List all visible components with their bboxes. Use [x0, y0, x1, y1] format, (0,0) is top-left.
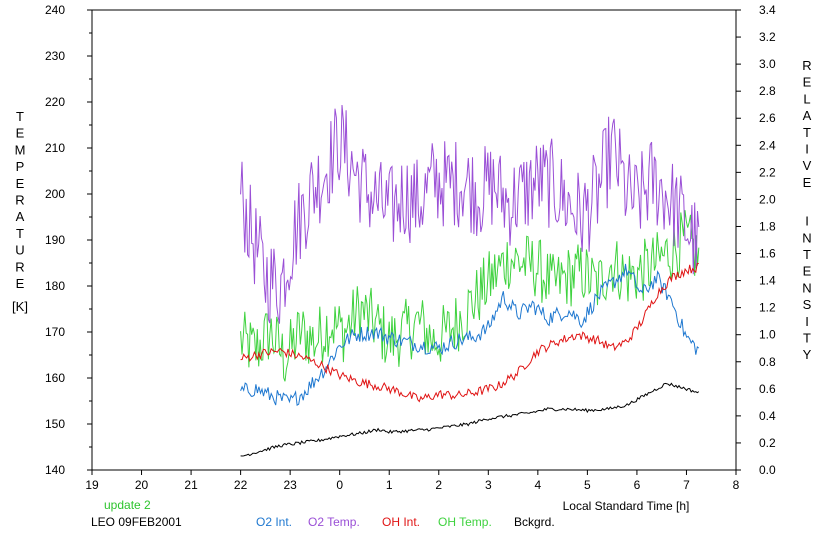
x-tick-label: 8	[733, 478, 740, 492]
y-left-tick-label: 140	[45, 463, 65, 477]
x-tick-label: 3	[485, 478, 492, 492]
y-right-tick-label: 2.4	[759, 138, 776, 152]
y-left-label-letter: P	[16, 159, 25, 174]
y-left-label-letter: R	[15, 193, 24, 208]
y-right-tick-label: 3.0	[759, 57, 776, 71]
y-right-tick-label: 3.2	[759, 30, 776, 44]
y-right-tick-label: 0.2	[759, 436, 776, 450]
legend-item: Bckgrd.	[514, 515, 555, 529]
y-right-label-letter: V	[803, 158, 812, 173]
y-right-tick-label: 1.4	[759, 274, 776, 288]
y-left-tick-label: 170	[45, 325, 65, 339]
y-left-tick-label: 160	[45, 371, 65, 385]
y-right-tick-label: 2.6	[759, 111, 776, 125]
series-line-oh-int	[240, 262, 699, 403]
legend-item: O2 Temp.	[308, 515, 360, 529]
y-left-tick-label: 230	[45, 49, 65, 63]
y-left-label-letter: E	[16, 126, 25, 141]
x-tick-label: 1	[386, 478, 393, 492]
y-left-label-letter: M	[15, 142, 26, 157]
series-line-o2-int	[240, 263, 700, 407]
y-right-label-letter: Y	[803, 347, 812, 362]
y-right-label-letter: N	[802, 230, 811, 245]
site-date-label: LEO 09FEB2001	[91, 515, 182, 529]
series-line-oh-temp	[240, 210, 700, 382]
x-tick-label: 23	[283, 478, 297, 492]
y-left-label-letter: R	[15, 259, 24, 274]
y-right-label-letter: I	[805, 314, 809, 329]
series-line-bckgrd	[240, 382, 700, 457]
x-tick-label: 0	[336, 478, 343, 492]
y-axis-right: 0.0 0.2 0.4 0.6 0.8 1.0 1.2 1.4 1.6 1.8 2.0 2.2 2.4 2…	[736, 3, 776, 477]
y-right-tick-label: 1.8	[759, 219, 776, 233]
x-tick-label: 2	[435, 478, 442, 492]
y-right-label-letter: T	[803, 125, 811, 140]
x-tick-label: 6	[634, 478, 641, 492]
y-right-label-letter: A	[803, 108, 812, 123]
y-left-label-letter: T	[16, 226, 24, 241]
y-right-tick-label: 0.6	[759, 382, 776, 396]
legend: O2 Int. O2 Temp. OH Int. OH Temp. Bckgrd.	[256, 515, 555, 529]
y-right-tick-label: 1.2	[759, 301, 776, 315]
y-right-tick-label: 0.4	[759, 409, 776, 423]
y-right-tick-label: 1.6	[759, 247, 776, 261]
y-right-tick-label: 2.0	[759, 192, 776, 206]
legend-item: OH Int.	[382, 515, 420, 529]
y-right-tick-label: 2.2	[759, 165, 776, 179]
y-right-label-letter: N	[802, 280, 811, 295]
y-right-tick-label: 3.4	[759, 3, 776, 17]
y-right-label-letter: I	[805, 142, 809, 157]
series-line-o2-temp	[240, 104, 700, 324]
y-right-label-letter: I	[805, 214, 809, 229]
y-left-tick-label: 240	[45, 3, 65, 17]
y-right-label-letter: L	[803, 91, 810, 106]
y-right-tick-label: 2.8	[759, 84, 776, 98]
y-right-tick-label: 1.0	[759, 328, 776, 342]
y-right-label-letter: E	[803, 264, 812, 279]
y-axis-left: 140 150 160 170 180 190 200 210 220 230 240	[45, 3, 92, 477]
y-left-label-letter: E	[16, 176, 25, 191]
legend-item: OH Temp.	[438, 515, 492, 529]
y-right-label-letter: S	[803, 297, 812, 312]
y-left-label-letter: A	[16, 209, 25, 224]
x-tick-label: 4	[535, 478, 542, 492]
y-right-tick-label: 0.0	[759, 463, 776, 477]
y-axis-left-unit: [K]	[12, 299, 28, 314]
x-axis: 19 20 21 22 23 0 1 2 3 4 5 6 7 8	[85, 470, 740, 492]
update-label: update 2	[104, 498, 151, 512]
x-tick-label: 5	[584, 478, 591, 492]
y-left-tick-label: 220	[45, 95, 65, 109]
x-tick-label: 20	[135, 478, 149, 492]
y-left-tick-label: 150	[45, 417, 65, 431]
y-right-label-letter: T	[803, 247, 811, 262]
x-tick-label: 22	[234, 478, 248, 492]
x-tick-label: 21	[184, 478, 198, 492]
y-right-label-letter: E	[803, 175, 812, 190]
y-left-label-letter: T	[16, 109, 24, 124]
y-right-tick-label: 0.8	[759, 355, 776, 369]
y-left-tick-label: 200	[45, 187, 65, 201]
y-right-label-letter: R	[802, 58, 811, 73]
y-left-tick-label: 180	[45, 279, 65, 293]
y-left-label-letter: U	[15, 243, 24, 258]
y-right-label-letter: E	[803, 75, 812, 90]
legend-item: O2 Int.	[256, 515, 292, 529]
plot-frame	[91, 9, 737, 471]
x-axis-label: Local Standard Time [h]	[563, 499, 690, 513]
y-left-tick-label: 210	[45, 141, 65, 155]
y-left-label-letter: E	[16, 276, 25, 291]
x-tick-label: 19	[85, 478, 99, 492]
series-layer	[240, 104, 700, 457]
y-left-tick-label: 190	[45, 233, 65, 247]
y-right-label-letter: T	[803, 331, 811, 346]
x-tick-label: 7	[683, 478, 690, 492]
